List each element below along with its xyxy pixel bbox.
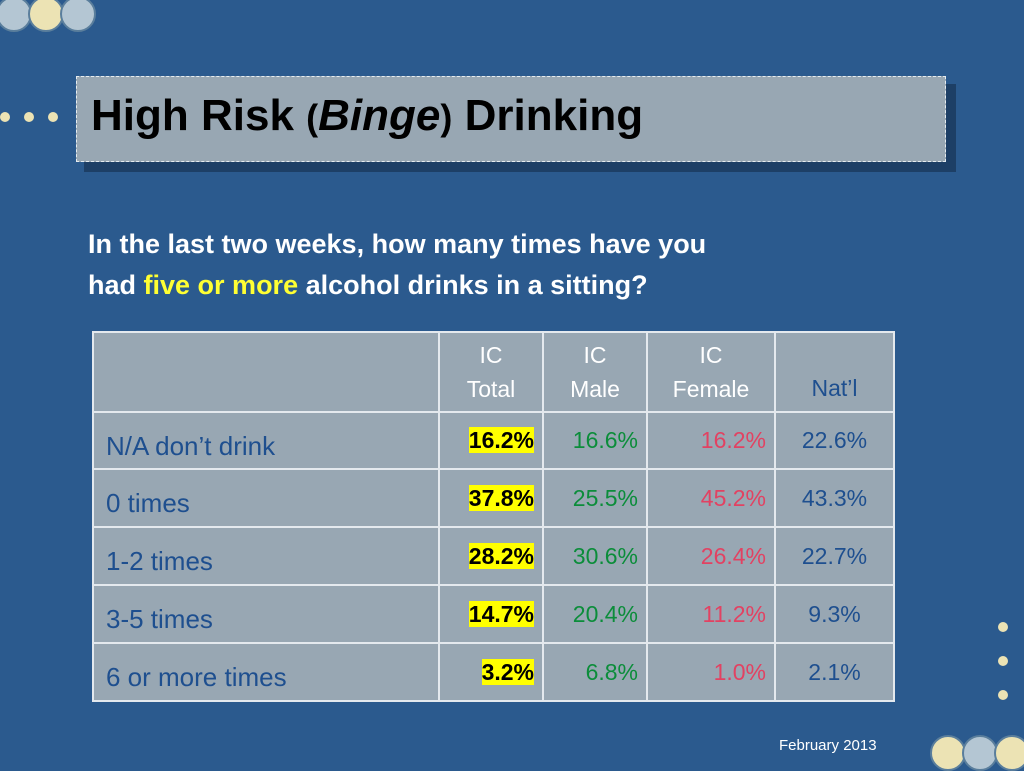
row-label: 3-5 times [92, 584, 440, 644]
table-row: N/A don’t drink 16.2% 16.6% 16.2% 22.6% [92, 411, 895, 470]
cell-male: 6.8% [542, 642, 648, 702]
row-label: 0 times [92, 468, 440, 528]
cell-total: 14.7% [438, 584, 544, 644]
question-highlight: five or more [143, 270, 299, 300]
table-row: 3-5 times 14.7% 20.4% 11.2% 9.3% [92, 584, 895, 644]
row-label: N/A don’t drink [92, 411, 440, 470]
cell-male: 16.6% [542, 411, 648, 470]
cell-natl: 22.6% [774, 411, 895, 470]
header-natl: Nat’l [774, 331, 895, 413]
decor-dot [998, 690, 1008, 700]
cell-total: 28.2% [438, 526, 544, 586]
decor-circle [930, 735, 966, 771]
question-rest: alcohol drinks in a sitting? [305, 270, 648, 300]
decor-circle [994, 735, 1024, 771]
decor-dot [998, 656, 1008, 666]
cell-female: 26.4% [646, 526, 776, 586]
cell-male: 25.5% [542, 468, 648, 528]
table-row: 0 times 37.8% 25.5% 45.2% 43.3% [92, 468, 895, 528]
cell-total: 3.2% [438, 642, 544, 702]
question-had: had [88, 270, 137, 300]
title-part2: Drinking [464, 91, 644, 140]
cell-female: 11.2% [646, 584, 776, 644]
results-table: IC Total IC Male IC Female Nat’l N/A don’t … [92, 331, 895, 702]
decor-dot [998, 622, 1008, 632]
slide-title: High Risk (Binge) Drinking [91, 91, 643, 141]
cell-total: 16.2% [438, 411, 544, 470]
question-line1: In the last two weeks, how many times ha… [88, 229, 707, 259]
decor-dot [24, 112, 34, 122]
decor-circle [962, 735, 998, 771]
title-paren-open: ( [306, 97, 319, 138]
survey-question: In the last two weeks, how many times ha… [88, 224, 908, 306]
cell-male: 30.6% [542, 526, 648, 586]
decor-dot [0, 112, 10, 122]
decor-circle [28, 0, 64, 32]
cell-natl: 43.3% [774, 468, 895, 528]
row-label: 1-2 times [92, 526, 440, 586]
title-italic: Binge [318, 91, 441, 140]
header-empty-cell [92, 331, 440, 413]
cell-total: 37.8% [438, 468, 544, 528]
cell-female: 1.0% [646, 642, 776, 702]
cell-natl: 9.3% [774, 584, 895, 644]
table-row: 1-2 times 28.2% 30.6% 26.4% 22.7% [92, 526, 895, 586]
decor-circle [60, 0, 96, 32]
title-paren-close: ) [440, 97, 453, 138]
table-row: 6 or more times 3.2% 6.8% 1.0% 2.1% [92, 642, 895, 702]
footer-date: February 2013 [779, 737, 877, 754]
cell-female: 16.2% [646, 411, 776, 470]
cell-natl: 2.1% [774, 642, 895, 702]
header-ic-total: IC Total [438, 331, 544, 413]
cell-natl: 22.7% [774, 526, 895, 586]
decor-dot [48, 112, 58, 122]
header-ic-female: IC Female [646, 331, 776, 413]
header-row: IC Total IC Male IC Female Nat’l [92, 331, 895, 413]
header-ic-male: IC Male [542, 331, 648, 413]
cell-male: 20.4% [542, 584, 648, 644]
title-box: High Risk (Binge) Drinking [76, 76, 946, 162]
cell-female: 45.2% [646, 468, 776, 528]
title-part1: High Risk [91, 91, 294, 140]
row-label: 6 or more times [92, 642, 440, 702]
